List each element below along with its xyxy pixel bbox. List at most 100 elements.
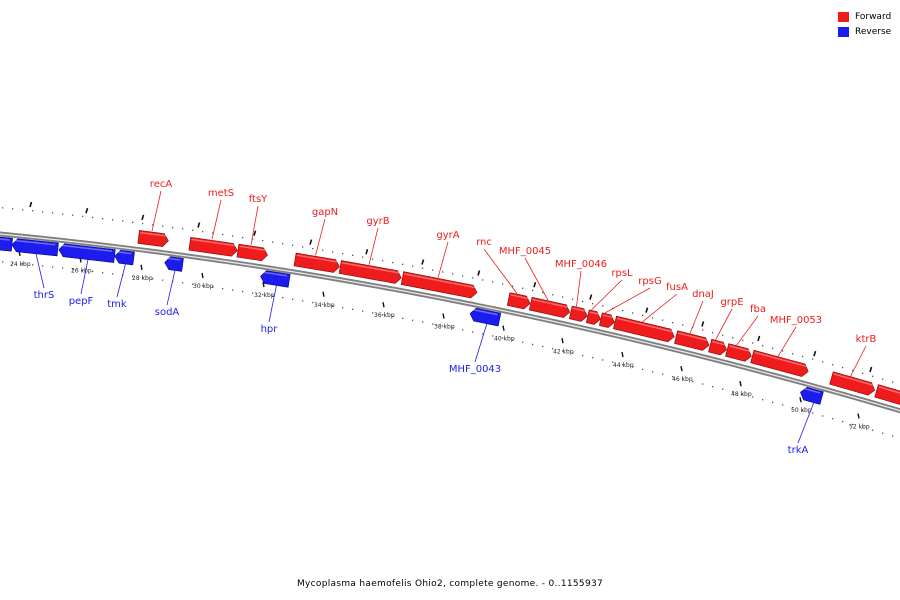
tick-dot bbox=[882, 432, 884, 434]
tick-dot bbox=[82, 269, 84, 271]
tick-dot bbox=[22, 209, 24, 211]
tick-dot bbox=[672, 376, 674, 378]
tick-dot bbox=[452, 327, 454, 329]
tick-dot bbox=[72, 268, 74, 270]
gene-pepf-shape bbox=[58, 243, 116, 263]
gene-mhf_0046-shape bbox=[568, 305, 588, 322]
gene-gyra-highlight bbox=[404, 273, 476, 289]
gene-label-dnaj: dnaJ bbox=[692, 289, 714, 300]
tick-dot bbox=[222, 233, 224, 236]
ruler-tick bbox=[201, 272, 204, 279]
tick-dot bbox=[512, 285, 514, 287]
ruler-label: 50 kbp bbox=[791, 407, 812, 414]
tick-dot bbox=[142, 222, 144, 225]
gene-label-fba: fba bbox=[750, 304, 766, 315]
major-tick bbox=[589, 294, 593, 300]
gene-mhf_0045-highlight bbox=[532, 298, 568, 308]
tick-dot bbox=[892, 381, 894, 383]
gene-trka-highlight bbox=[802, 387, 821, 394]
ruler-tick bbox=[680, 366, 683, 372]
gene-label-rpsg: rpsG bbox=[638, 276, 661, 287]
major-tick bbox=[421, 259, 425, 265]
gene-ftsy-highlight bbox=[239, 245, 266, 251]
ruler-tick bbox=[621, 351, 624, 358]
gene-rpsg-highlight bbox=[602, 314, 613, 319]
ruler-tick bbox=[857, 413, 860, 419]
tick-dot bbox=[2, 261, 4, 263]
gene-gyra-shape bbox=[400, 271, 478, 299]
tick-dot bbox=[752, 342, 754, 344]
ruler-label: 38 kbp bbox=[434, 324, 455, 331]
ruler-label: 46 kbp bbox=[672, 376, 693, 383]
tick-dot bbox=[472, 277, 474, 279]
tick-dot bbox=[82, 215, 84, 217]
kbp-ruler: 24 kbp 26 kbp 28 kbp 30 kbp 32 kbp 34 kbp 36 k… bbox=[10, 250, 870, 431]
tick-dot bbox=[612, 361, 614, 363]
tick-dot bbox=[232, 289, 234, 291]
tick-dot bbox=[212, 232, 214, 234]
tick-dot bbox=[822, 415, 824, 417]
tick-dot bbox=[102, 218, 104, 220]
gene-grpe bbox=[708, 338, 727, 356]
tick-dot bbox=[522, 287, 524, 289]
ruler-label: 42 kbp bbox=[553, 348, 574, 355]
ruler-tick bbox=[502, 325, 505, 331]
gene-features bbox=[0, 230, 900, 408]
tick-dot bbox=[262, 239, 264, 242]
ruler-tick bbox=[382, 302, 385, 308]
tick-dot bbox=[202, 231, 204, 233]
tick-dot bbox=[312, 301, 314, 304]
legend-forward: Forward bbox=[838, 9, 891, 24]
gene-dnaj bbox=[674, 330, 710, 351]
tick-dot bbox=[152, 224, 154, 226]
gene-fusa-highlight bbox=[616, 317, 673, 333]
tick-dot bbox=[572, 352, 574, 354]
tick-dot bbox=[852, 423, 854, 426]
tick-dot bbox=[142, 276, 144, 279]
gene-label-trka: trkA bbox=[788, 445, 809, 456]
forward-swatch bbox=[838, 11, 849, 22]
gene-gapn-highlight bbox=[296, 254, 338, 263]
tick-dot bbox=[92, 216, 94, 219]
tick-dot bbox=[602, 305, 604, 307]
gene-labels: thrS pepF tmk recA sodA metS ftsY hpr gapN gyrB gy… bbox=[34, 179, 877, 456]
gene-reca bbox=[137, 230, 169, 247]
gene-connector bbox=[715, 308, 733, 341]
tick-dot bbox=[772, 401, 774, 403]
tick-dot bbox=[332, 305, 334, 307]
tick-dots bbox=[2, 201, 894, 437]
gene-rpsl bbox=[585, 309, 601, 325]
tick-dot bbox=[632, 366, 634, 368]
tick-dot bbox=[272, 295, 274, 297]
tick-dot bbox=[742, 339, 744, 341]
gene-label-reca: recA bbox=[150, 179, 173, 190]
ruler-label: 28 kbp bbox=[132, 275, 153, 282]
gene-label-mhf_0053: MHF_0053 bbox=[770, 315, 822, 326]
tick-dot bbox=[302, 246, 304, 248]
gene-dnaj-highlight bbox=[677, 332, 708, 341]
gene-connector bbox=[591, 279, 623, 311]
tick-dot bbox=[362, 310, 364, 312]
tick-dot bbox=[892, 435, 894, 437]
tick-dot bbox=[192, 283, 194, 285]
gene-gyrb-shape bbox=[338, 260, 402, 284]
tick-dot bbox=[332, 251, 334, 253]
gene-connector bbox=[268, 285, 277, 323]
tick-dot bbox=[712, 386, 714, 388]
tick-dot bbox=[472, 331, 474, 333]
gene-label-rnc: rnc bbox=[476, 237, 492, 248]
tick-dot bbox=[342, 253, 344, 255]
tick-dot bbox=[512, 339, 514, 341]
gene-tmk-highlight bbox=[116, 251, 132, 255]
major-tick bbox=[757, 335, 761, 342]
gene-label-tmk: tmk bbox=[107, 299, 127, 310]
tick-dot bbox=[462, 275, 464, 277]
tick-dot bbox=[362, 256, 364, 258]
tick-dot bbox=[382, 260, 384, 262]
gene-label-grpe: grpE bbox=[720, 297, 743, 308]
gene-hpr-highlight bbox=[262, 271, 288, 277]
tick-dot bbox=[32, 210, 34, 212]
tick-dot bbox=[622, 310, 624, 312]
gene-fusa-shape bbox=[613, 315, 675, 343]
tick-dot bbox=[782, 350, 784, 352]
